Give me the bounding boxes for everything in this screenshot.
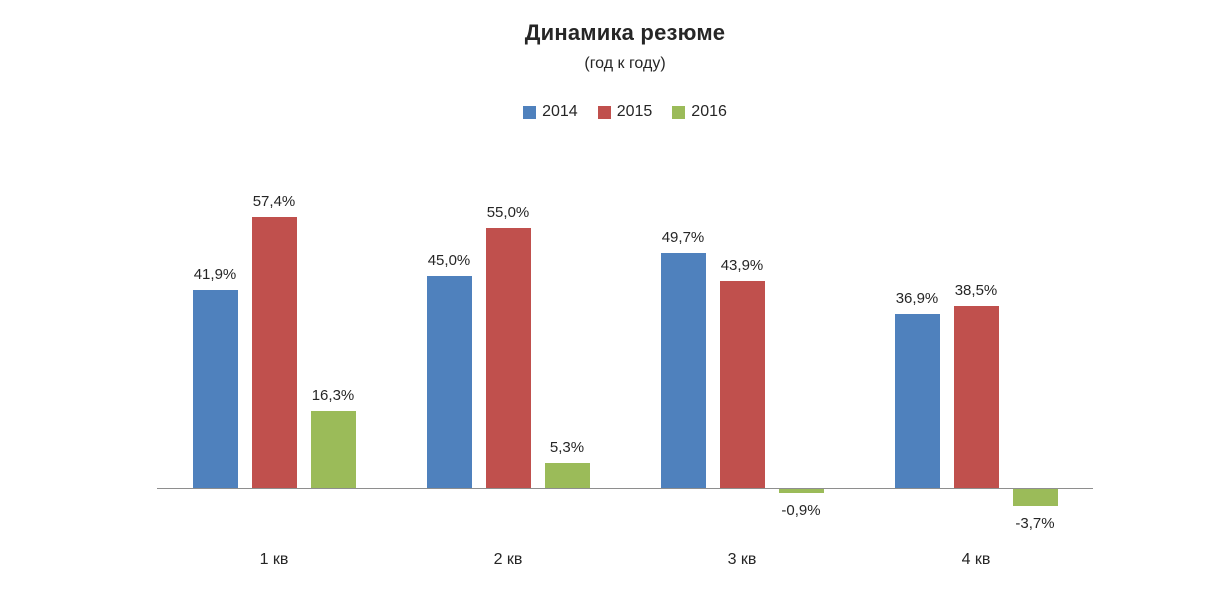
value-label-2016-q1: 16,3% bbox=[311, 387, 355, 405]
chart-title: Динамика резюме bbox=[524, 20, 726, 45]
legend-label-2016: 2016 bbox=[691, 103, 727, 120]
bar-2015-q2 bbox=[485, 228, 531, 488]
legend-swatch-2016-icon bbox=[672, 105, 686, 119]
value-label-2014-q3: 49,7% bbox=[661, 229, 705, 247]
value-label-2014-q1: 41,9% bbox=[193, 266, 237, 284]
legend-label-2014: 2014 bbox=[542, 103, 578, 120]
legend-label-2015: 2015 bbox=[616, 103, 653, 120]
x-axis-line bbox=[157, 488, 1093, 489]
bar-2014-q2 bbox=[426, 275, 472, 488]
value-label-2015-q1: 57,4% bbox=[252, 193, 296, 211]
legend-swatch-2014-icon bbox=[523, 105, 537, 119]
value-label-2015-q4: 38,5% bbox=[954, 282, 998, 300]
legend-swatch-2015-icon bbox=[597, 105, 611, 119]
category-label-q1: 1 кв bbox=[259, 551, 289, 568]
value-label-2016-q4: -3,7% bbox=[1015, 515, 1055, 533]
legend-item-2015: 2015 bbox=[597, 103, 653, 121]
value-label-2016-q2: 5,3% bbox=[549, 438, 585, 456]
value-label-2016-q3: -0,9% bbox=[781, 502, 821, 520]
bar-2016-q3 bbox=[778, 489, 824, 494]
chart-subtitle: (год к году) bbox=[584, 55, 666, 72]
value-label-2015-q2: 55,0% bbox=[486, 204, 530, 222]
bar-2015-q3 bbox=[719, 280, 765, 488]
legend-item-2016: 2016 bbox=[672, 103, 727, 121]
legend-item-2014: 2014 bbox=[523, 103, 578, 121]
value-label-2014-q2: 45,0% bbox=[427, 251, 471, 269]
value-label-2014-q4: 36,9% bbox=[895, 289, 939, 307]
chart-legend: 2014 2015 2016 bbox=[157, 103, 1093, 121]
category-label-q4: 4 кв bbox=[961, 551, 991, 568]
bar-2015-q1 bbox=[251, 217, 297, 488]
bar-2016-q4 bbox=[1012, 489, 1058, 507]
bar-2016-q1 bbox=[310, 411, 356, 488]
category-label-q3: 3 кв bbox=[727, 551, 757, 568]
category-label-q2: 2 кв bbox=[493, 551, 523, 568]
bar-2014-q3 bbox=[660, 253, 706, 488]
bar-2014-q4 bbox=[894, 313, 940, 488]
bar-2014-q1 bbox=[192, 290, 238, 488]
bar-2016-q2 bbox=[544, 462, 590, 488]
bar-2015-q4 bbox=[953, 306, 999, 488]
value-label-2015-q3: 43,9% bbox=[720, 256, 764, 274]
